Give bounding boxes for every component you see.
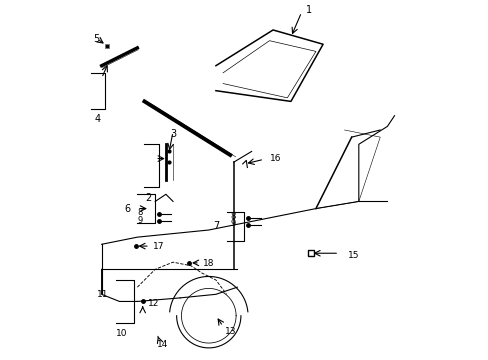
Text: 11: 11 xyxy=(97,290,108,299)
Text: 8: 8 xyxy=(137,208,142,217)
Text: 10: 10 xyxy=(115,329,127,338)
Text: 16: 16 xyxy=(269,154,281,163)
Text: 9: 9 xyxy=(137,216,142,225)
Text: 17: 17 xyxy=(153,242,164,251)
Text: 13: 13 xyxy=(224,327,236,336)
Text: 4: 4 xyxy=(95,114,101,124)
Text: 6: 6 xyxy=(124,203,130,213)
Text: 5: 5 xyxy=(93,34,99,44)
Text: 12: 12 xyxy=(148,299,159,308)
Text: 8: 8 xyxy=(230,212,235,221)
Text: 3: 3 xyxy=(170,129,176,139)
Text: 18: 18 xyxy=(203,260,215,269)
Text: 15: 15 xyxy=(347,251,359,260)
Text: 9: 9 xyxy=(230,219,235,228)
Text: 14: 14 xyxy=(156,340,168,349)
Text: 7: 7 xyxy=(213,221,219,231)
Text: 1: 1 xyxy=(305,5,311,15)
Text: 2: 2 xyxy=(144,193,151,203)
